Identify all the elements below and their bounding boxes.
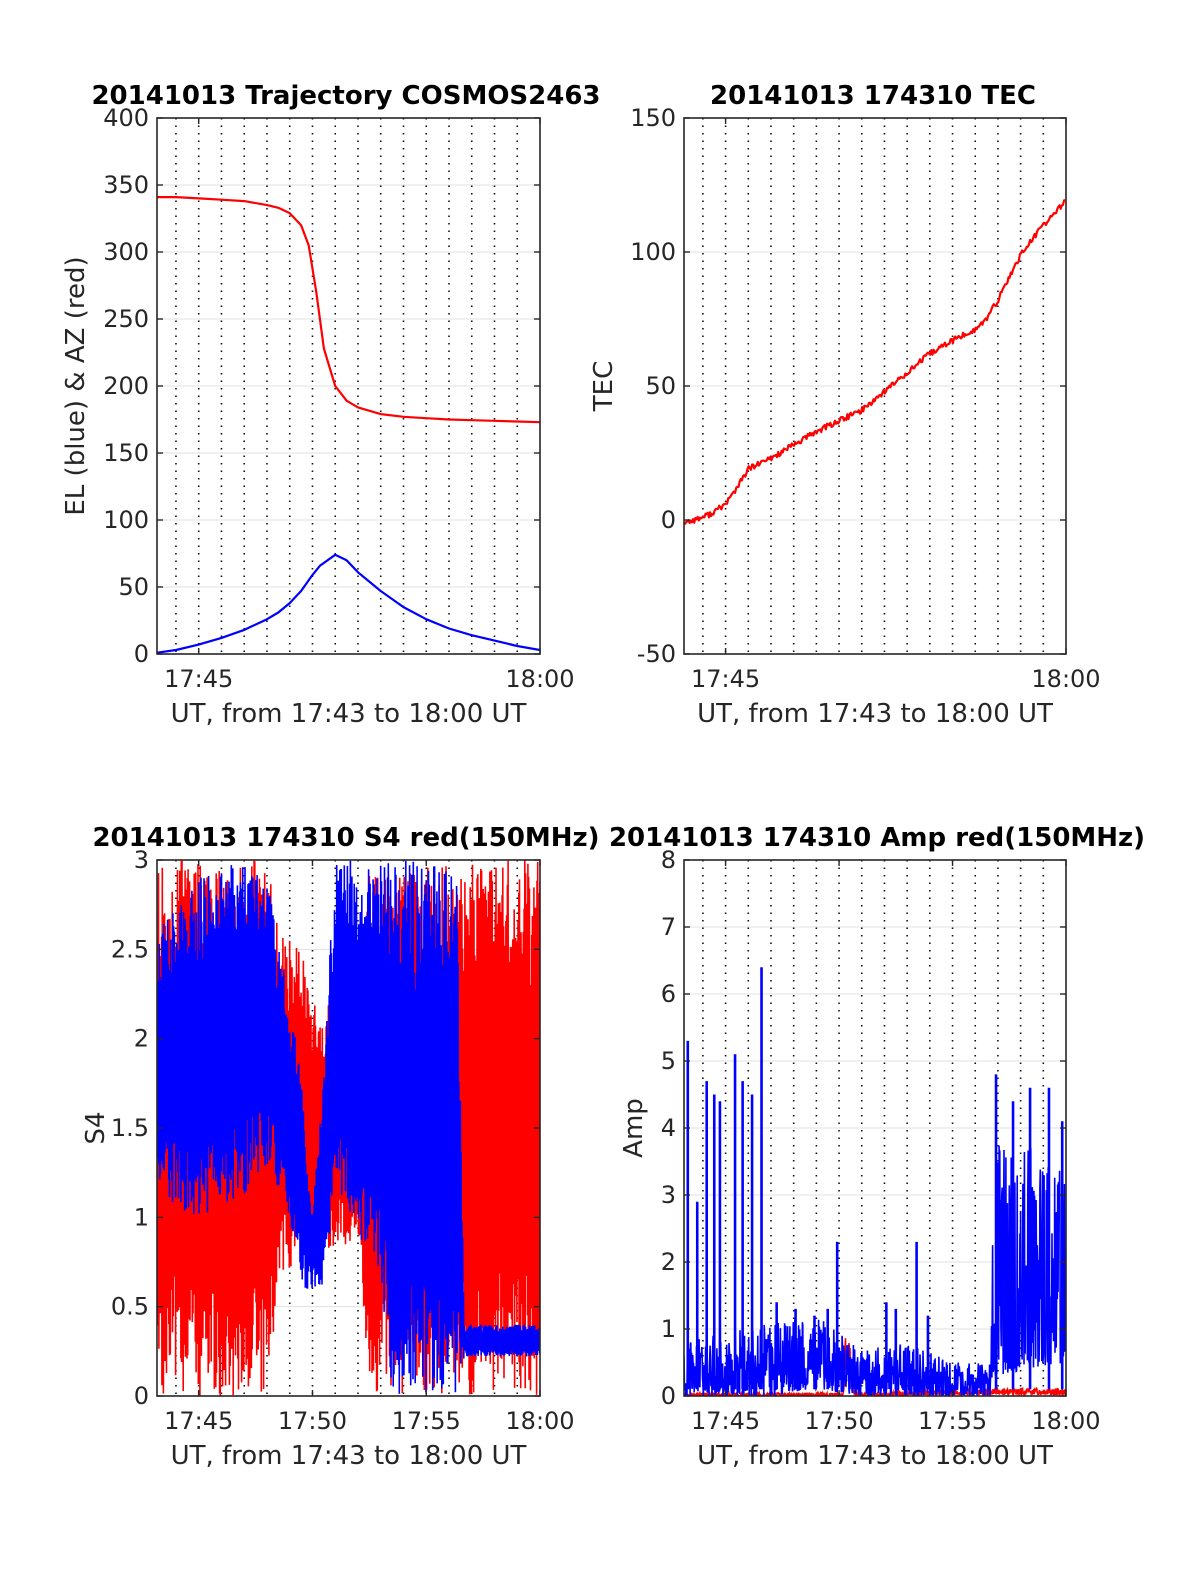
tec-panel: -50 0 50 100 150 17:45 18:00 20141013 174310 TE… (589, 81, 1101, 729)
plot-area (157, 196, 540, 654)
y-tick-label: 3 (661, 1181, 676, 1209)
plot-area (157, 860, 540, 1396)
y-tick-label: 50 (118, 573, 149, 601)
series-line (684, 199, 1066, 526)
y-tick-label: 2 (134, 1025, 149, 1053)
x-tick-label: 17:55 (918, 1407, 987, 1435)
y-tick-label: 2.5 (111, 935, 149, 963)
x-axis-label: UT, from 17:43 to 18:00 UT (171, 1441, 527, 1471)
y-axis-label: S4 (81, 1111, 111, 1144)
y-tick-label: 8 (661, 846, 676, 874)
y-axis-label: EL (blue) & AZ (red) (61, 256, 91, 515)
y-tick-label: 0 (661, 506, 676, 534)
y-axis-label: TEC (589, 361, 619, 412)
y-tick-label: 1 (134, 1203, 149, 1231)
y-axis-label: Amp (619, 1098, 649, 1158)
y-tick-label: 200 (103, 372, 149, 400)
y-tick-label: 2 (661, 1248, 676, 1276)
y-tick-label: 5 (661, 1047, 676, 1075)
x-tick-label: 18:00 (505, 1407, 574, 1435)
y-tick-label: -50 (637, 640, 676, 668)
y-tick-label: 0.5 (111, 1293, 149, 1321)
chart-title: 20141013 174310 TEC (710, 81, 1036, 111)
series-line (157, 553, 540, 654)
x-tick-label: 18:00 (1031, 665, 1100, 693)
x-axis-label: UT, from 17:43 to 18:00 UT (697, 699, 1053, 729)
y-tick-label: 0 (134, 1382, 149, 1410)
x-tick-label: 17:50 (278, 1407, 347, 1435)
y-tick-label: 250 (103, 305, 149, 333)
y-tick-label: 1.5 (111, 1114, 149, 1142)
x-tick-label: 17:55 (392, 1407, 461, 1435)
x-tick-label: 17:45 (164, 1407, 233, 1435)
y-tick-label: 0 (134, 640, 149, 668)
x-axis-label: UT, from 17:43 to 18:00 UT (171, 699, 527, 729)
trajectory-panel: 0 50 100 150 200 250 300 350 400 17:45 18:00 201410… (61, 81, 601, 729)
y-tick-label: 100 (103, 506, 149, 534)
y-tick-label: 0 (661, 1382, 676, 1410)
plot-area (684, 967, 1066, 1396)
x-tick-label: 17:45 (691, 665, 760, 693)
x-axis-label: UT, from 17:43 to 18:00 UT (697, 1441, 1053, 1471)
y-tick-label: 1 (661, 1315, 676, 1343)
amp-panel: 0 1 2 3 4 5 6 7 8 17:45 17:50 17:55 18:00 20141013 17… (609, 823, 1145, 1471)
y-tick-label: 150 (103, 439, 149, 467)
y-tick-label: 7 (661, 913, 676, 941)
x-tick-label: 18:00 (505, 665, 574, 693)
series-signal (157, 860, 540, 1394)
y-tick-label: 350 (103, 171, 149, 199)
y-tick-label: 150 (630, 104, 676, 132)
y-tick-label: 400 (103, 104, 149, 132)
plot-area (684, 199, 1066, 526)
y-tick-label: 6 (661, 980, 676, 1008)
x-tick-label: 17:45 (164, 665, 233, 693)
y-tick-label: 4 (661, 1114, 676, 1142)
s4-panel: 0 0.5 1 1.5 2 2.5 3 17:45 17:50 17:55 18:00 2014101… (81, 823, 600, 1471)
y-tick-label: 50 (645, 372, 676, 400)
y-tick-label: 3 (134, 846, 149, 874)
x-tick-label: 17:45 (691, 1407, 760, 1435)
chart-title: 20141013 174310 Amp red(150MHz) (609, 823, 1145, 853)
x-tick-label: 18:00 (1031, 1407, 1100, 1435)
series-line (157, 196, 540, 424)
y-tick-label: 300 (103, 238, 149, 266)
series-signal (684, 1145, 1066, 1396)
chart-title: 20141013 Trajectory COSMOS2463 (91, 81, 600, 111)
y-tick-label: 100 (630, 238, 676, 266)
chart-title: 20141013 174310 S4 red(150MHz) (92, 823, 599, 853)
x-tick-label: 17:50 (804, 1407, 873, 1435)
